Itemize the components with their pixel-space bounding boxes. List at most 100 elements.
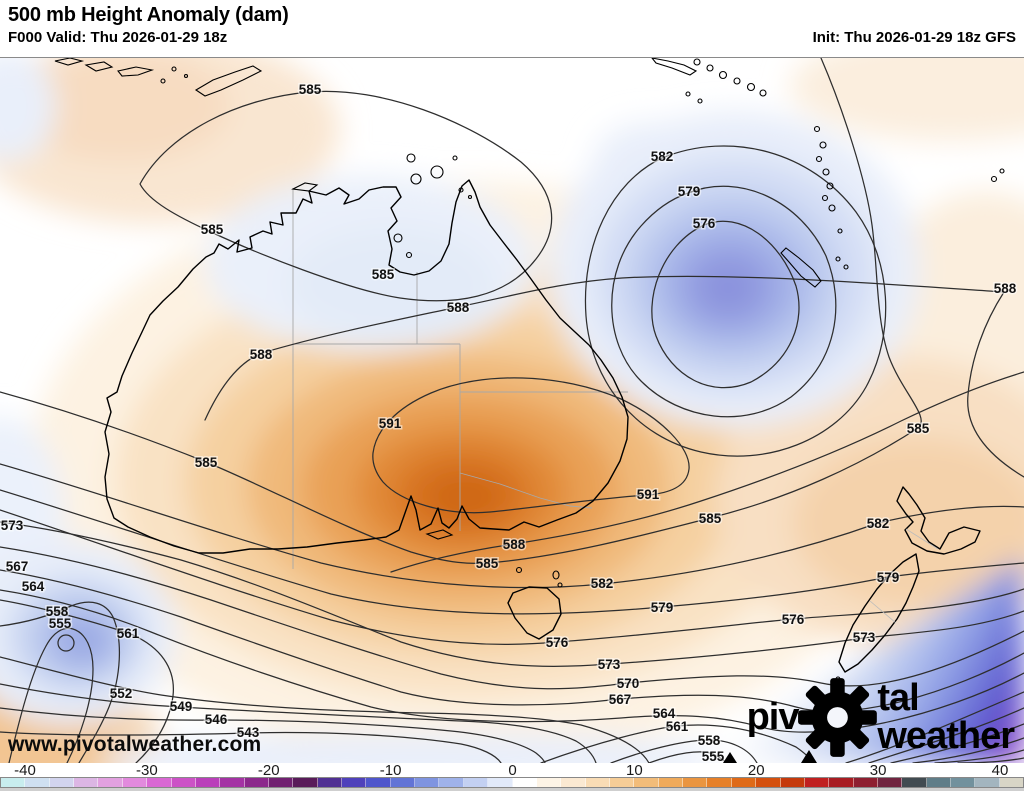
contour-576-south	[0, 509, 1024, 645]
contour-label: 582	[867, 516, 890, 531]
colorbar-segment	[415, 778, 440, 787]
contour-label: 555	[49, 616, 72, 631]
colorbar-segment	[877, 778, 903, 787]
colorbar-segment	[536, 778, 562, 787]
contour-label: 579	[678, 184, 701, 199]
coastlines	[54, 58, 1005, 682]
new-zealand-south-island	[838, 553, 920, 673]
contour-label: 585	[907, 421, 930, 436]
contour-549	[0, 683, 597, 763]
colorbar-segment	[829, 778, 854, 787]
logo-text-left: piv	[746, 695, 800, 738]
contour-label: 567	[609, 692, 632, 707]
contour-585-main	[0, 58, 922, 565]
contour-label: 558	[46, 604, 69, 619]
colorbar-segment	[439, 778, 464, 787]
map-header: 500 mb Height Anomaly (dam) F000 Valid: …	[0, 0, 1024, 57]
colorbar-segment	[463, 778, 489, 787]
colorbar-tick: 30	[869, 762, 887, 779]
contour-546	[0, 707, 546, 763]
contour-label: 573	[598, 657, 621, 672]
contour-label: 585	[195, 455, 218, 470]
colorbar-segment	[147, 778, 172, 787]
logo-text-right: tal weather	[877, 676, 1015, 757]
contour-label: 564	[653, 706, 676, 721]
colorbar-segment	[512, 778, 537, 787]
colorbar-segment	[585, 778, 610, 787]
map-title: 500 mb Height Anomaly (dam)	[8, 4, 289, 26]
contour-label-layer: 585 585 585 588 588 585 591 591 588 585 582 579 576 5…	[0, 81, 1018, 764]
nz-region-line-2	[869, 600, 897, 624]
contour-label: 585	[299, 82, 322, 97]
contour-label: 591	[379, 416, 402, 431]
gear-icon	[798, 678, 878, 757]
contour-low-center	[57, 634, 75, 652]
bottom-edge-markers	[723, 750, 817, 763]
contour-label: 570	[617, 676, 640, 691]
contour-582-south	[0, 463, 1024, 589]
top-end-islands	[291, 153, 473, 259]
contour-label: 567	[6, 559, 29, 574]
colorbar-segment	[25, 778, 50, 787]
colorbar-segment	[390, 778, 416, 787]
contour-label: 585	[699, 511, 722, 526]
contour-543	[0, 731, 502, 763]
colorbar-segment	[366, 778, 391, 787]
colorbar-tick: -40	[14, 762, 36, 779]
colorbar-segment	[780, 778, 805, 787]
colorbar-segment	[926, 778, 952, 787]
colorbar-segment	[171, 778, 196, 787]
nz-region-line	[905, 528, 939, 550]
contour-label: 582	[651, 149, 674, 164]
contour-label: 552	[110, 686, 133, 701]
colorbar-segment	[658, 778, 684, 787]
contour-label: 591	[637, 487, 660, 502]
contour-label: 549	[170, 699, 193, 714]
contour-label: 561	[117, 626, 140, 641]
footer-strip	[0, 788, 1024, 791]
contour-label: 585	[476, 556, 499, 571]
contour-582-coral-loop	[584, 145, 887, 457]
anomaly-map-svg: 585 585 585 588 588 585 591 591 588 585 582 579 576 5…	[0, 58, 1024, 763]
contour-label: 588	[250, 347, 273, 362]
colorbar-segment	[488, 778, 513, 787]
contour-label: 588	[994, 281, 1017, 296]
state-borders	[292, 188, 628, 569]
colorbar-segment	[634, 778, 659, 787]
colorbar-gradient	[0, 777, 1024, 788]
contour-label: 579	[651, 600, 674, 615]
colorbar-segment	[853, 778, 878, 787]
colorbar-tick: 40	[991, 762, 1009, 779]
colorbar-segment	[195, 778, 221, 787]
colorbar-segment	[122, 778, 148, 787]
colorbar-segment	[731, 778, 757, 787]
contour-label: 546	[205, 712, 228, 727]
colorbar-segment	[220, 778, 245, 787]
colorbar-ticks: -40 -30 -20 -10 0 10 20 30 40	[0, 762, 1024, 779]
colorbar-segment	[342, 778, 367, 787]
contour-label: 576	[782, 612, 805, 627]
anomaly-shading	[0, 58, 1024, 763]
colorbar-segment	[683, 778, 708, 787]
contour-label: 564	[22, 579, 45, 594]
contour-558-east	[610, 739, 758, 763]
contour-label: 573	[853, 630, 876, 645]
colorbar-tick: 20	[747, 762, 765, 779]
png-fragment	[651, 58, 698, 76]
colorbar-segment	[98, 778, 123, 787]
colorbar-segment	[999, 778, 1024, 787]
fiji-islands	[990, 168, 1005, 183]
contour-564-south	[0, 589, 1024, 733]
contour-label: 561	[666, 719, 689, 734]
contour-label: 573	[1, 518, 24, 533]
colorbar-segment	[902, 778, 927, 787]
contour-label: 576	[546, 635, 569, 650]
contour-label: 576	[693, 216, 716, 231]
new-caledonia	[780, 247, 822, 288]
southeast-corner-contours	[845, 691, 1024, 763]
contour-555-east	[648, 751, 727, 763]
contour-561-east	[540, 724, 814, 763]
contour-label: 555	[702, 749, 725, 763]
contour-label: 588	[503, 537, 526, 552]
